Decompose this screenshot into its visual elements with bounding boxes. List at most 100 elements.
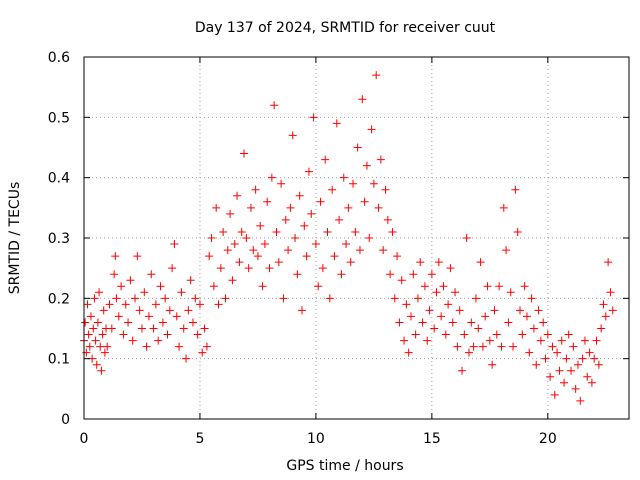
data-point (121, 300, 130, 309)
data-point (393, 252, 402, 261)
data-point (560, 378, 569, 387)
data-point (485, 336, 494, 345)
data-point (367, 125, 376, 134)
data-point (546, 372, 555, 381)
data-point (444, 300, 453, 309)
data-point (161, 294, 170, 303)
data-point (404, 348, 413, 357)
data-point (281, 215, 290, 224)
data-point (263, 197, 272, 206)
data-point (597, 324, 606, 333)
data-point (388, 227, 397, 236)
data-point (298, 306, 306, 315)
data-point (495, 282, 504, 291)
data-point (362, 161, 371, 170)
data-point (344, 203, 353, 212)
data-point (608, 306, 617, 315)
y-tick-label: 0 (61, 412, 70, 428)
data-point (288, 131, 297, 140)
data-point (84, 330, 93, 339)
data-point (569, 342, 578, 351)
x-axis-title: GPS time / hours (286, 458, 403, 474)
data-point (307, 209, 316, 218)
data-point (233, 191, 242, 200)
data-point (246, 203, 255, 212)
data-point (583, 372, 592, 381)
data-point (543, 330, 552, 339)
data-point (437, 312, 446, 321)
data-point (230, 240, 239, 249)
data-point (513, 227, 522, 236)
data-point (163, 330, 172, 339)
data-point (434, 258, 443, 267)
x-tick-label: 20 (539, 431, 557, 447)
data-point (191, 294, 200, 303)
data-point (272, 227, 281, 236)
data-point (462, 234, 471, 242)
data-point (379, 246, 388, 255)
data-point (506, 288, 515, 297)
data-point (416, 258, 425, 267)
data-point (200, 324, 209, 333)
data-point (321, 155, 330, 164)
data-point (346, 258, 355, 267)
data-point (165, 306, 174, 315)
data-point (189, 318, 197, 327)
y-tick-label: 0.6 (48, 50, 70, 66)
grid-lines (84, 57, 629, 419)
data-point (114, 312, 123, 321)
data-point (149, 324, 158, 333)
chart-title: Day 137 of 2024, SRMTID for receiver cuu… (195, 20, 496, 36)
data-point (520, 282, 529, 291)
data-point (504, 318, 513, 327)
data-point (107, 324, 116, 333)
data-point (548, 342, 557, 351)
data-point (337, 270, 346, 279)
data-point (497, 342, 506, 351)
data-point (251, 185, 260, 194)
data-point (207, 234, 216, 242)
x-tick-label: 0 (80, 431, 89, 447)
y-axis-title: SRMTID / TECUs (7, 182, 23, 295)
data-point (240, 149, 249, 158)
data-point (95, 288, 104, 297)
data-point (499, 203, 508, 212)
data-point (198, 348, 207, 357)
data-point (184, 306, 193, 315)
data-point (490, 306, 499, 315)
data-point (277, 179, 286, 188)
data-point (407, 312, 415, 321)
data-point (423, 336, 432, 345)
data-point (151, 300, 160, 309)
data-point (193, 330, 202, 339)
data-point (256, 221, 265, 230)
data-point (314, 282, 323, 291)
data-point (302, 252, 311, 261)
data-point (372, 71, 381, 80)
data-point (330, 252, 339, 261)
data-point (567, 366, 576, 375)
data-point (360, 197, 369, 206)
data-point (249, 246, 258, 255)
data-point (323, 227, 332, 236)
data-point (502, 246, 511, 255)
data-point (111, 252, 120, 261)
data-point (355, 246, 364, 255)
data-points (80, 71, 617, 405)
data-point (585, 348, 594, 357)
data-point (448, 318, 457, 327)
y-tick-label: 0.1 (48, 352, 70, 368)
y-tick-label: 0.3 (48, 231, 70, 247)
data-point (86, 312, 95, 321)
data-point (555, 366, 564, 375)
data-point (464, 348, 473, 357)
data-point (481, 312, 490, 321)
data-point (135, 306, 144, 315)
data-point (147, 270, 156, 279)
data-point (395, 318, 404, 327)
data-point (599, 300, 608, 309)
data-point (214, 300, 223, 309)
data-point (478, 342, 487, 351)
data-point (518, 330, 527, 339)
data-point (536, 336, 545, 345)
